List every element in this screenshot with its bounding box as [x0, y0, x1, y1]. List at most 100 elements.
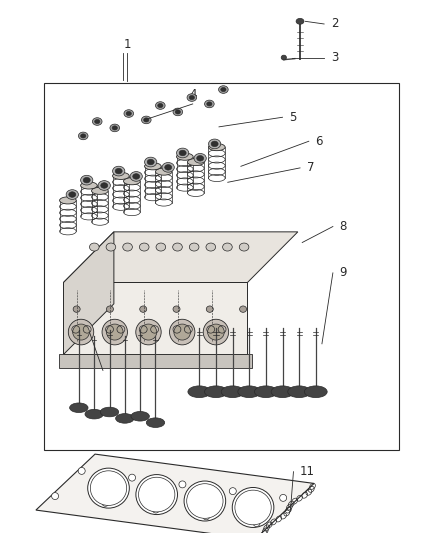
- Ellipse shape: [206, 243, 215, 251]
- Text: 2: 2: [331, 18, 338, 30]
- Ellipse shape: [239, 243, 249, 251]
- Ellipse shape: [203, 513, 210, 520]
- Text: 5: 5: [289, 111, 297, 124]
- Polygon shape: [59, 354, 252, 368]
- Ellipse shape: [208, 324, 224, 340]
- Ellipse shape: [145, 157, 157, 167]
- Text: 3: 3: [331, 51, 338, 64]
- Ellipse shape: [173, 243, 182, 251]
- Ellipse shape: [194, 154, 206, 163]
- Ellipse shape: [187, 158, 204, 166]
- Ellipse shape: [177, 153, 193, 160]
- Ellipse shape: [124, 110, 134, 117]
- Ellipse shape: [147, 159, 154, 165]
- Ellipse shape: [140, 306, 147, 312]
- Ellipse shape: [207, 102, 212, 106]
- Ellipse shape: [205, 100, 214, 108]
- Ellipse shape: [205, 386, 227, 398]
- Ellipse shape: [179, 150, 186, 156]
- Ellipse shape: [138, 477, 175, 512]
- Ellipse shape: [110, 124, 120, 132]
- Ellipse shape: [116, 414, 134, 423]
- Ellipse shape: [113, 166, 125, 176]
- Ellipse shape: [187, 484, 223, 518]
- Ellipse shape: [144, 118, 149, 122]
- Ellipse shape: [78, 467, 85, 474]
- Bar: [44, 83, 399, 450]
- Ellipse shape: [106, 324, 123, 340]
- Ellipse shape: [162, 163, 174, 172]
- Ellipse shape: [221, 386, 244, 398]
- Ellipse shape: [240, 306, 247, 312]
- Ellipse shape: [73, 306, 80, 312]
- Ellipse shape: [112, 126, 117, 130]
- Ellipse shape: [288, 386, 311, 398]
- Ellipse shape: [98, 181, 110, 190]
- Ellipse shape: [101, 183, 108, 188]
- Ellipse shape: [81, 182, 97, 189]
- Ellipse shape: [155, 168, 172, 175]
- Ellipse shape: [102, 319, 127, 345]
- Ellipse shape: [155, 102, 165, 109]
- Ellipse shape: [177, 148, 189, 158]
- Ellipse shape: [165, 165, 172, 170]
- Ellipse shape: [113, 172, 129, 180]
- Ellipse shape: [126, 111, 131, 116]
- Text: 7: 7: [307, 161, 314, 174]
- Ellipse shape: [211, 141, 218, 147]
- Ellipse shape: [156, 243, 166, 251]
- Ellipse shape: [81, 134, 86, 138]
- Ellipse shape: [146, 418, 165, 427]
- Ellipse shape: [238, 386, 261, 398]
- Ellipse shape: [254, 386, 277, 398]
- Ellipse shape: [66, 190, 78, 199]
- Ellipse shape: [203, 319, 229, 345]
- Ellipse shape: [92, 187, 108, 195]
- Polygon shape: [64, 232, 114, 354]
- Text: 6: 6: [315, 135, 323, 148]
- Polygon shape: [64, 232, 298, 282]
- Ellipse shape: [92, 118, 102, 125]
- Ellipse shape: [175, 110, 180, 114]
- Ellipse shape: [133, 174, 140, 179]
- Text: 4: 4: [189, 88, 197, 101]
- Ellipse shape: [88, 468, 129, 508]
- Polygon shape: [36, 454, 314, 533]
- Ellipse shape: [152, 506, 159, 513]
- Text: 8: 8: [339, 220, 347, 233]
- Ellipse shape: [281, 55, 286, 60]
- Ellipse shape: [170, 319, 195, 345]
- Ellipse shape: [124, 177, 140, 185]
- Ellipse shape: [230, 488, 237, 495]
- Ellipse shape: [139, 243, 149, 251]
- Text: 10: 10: [77, 327, 92, 340]
- Ellipse shape: [189, 243, 199, 251]
- Ellipse shape: [271, 386, 294, 398]
- Ellipse shape: [141, 116, 151, 124]
- Ellipse shape: [81, 175, 93, 185]
- Ellipse shape: [208, 139, 221, 149]
- Ellipse shape: [174, 324, 191, 340]
- Ellipse shape: [145, 163, 161, 170]
- Ellipse shape: [219, 86, 228, 93]
- Ellipse shape: [140, 324, 157, 340]
- Ellipse shape: [136, 474, 177, 514]
- Ellipse shape: [68, 319, 94, 345]
- Ellipse shape: [115, 168, 122, 174]
- Ellipse shape: [184, 481, 226, 521]
- Ellipse shape: [208, 143, 225, 151]
- Ellipse shape: [52, 492, 59, 499]
- Text: 11: 11: [300, 465, 315, 478]
- Ellipse shape: [173, 108, 183, 116]
- Ellipse shape: [173, 306, 180, 312]
- Ellipse shape: [106, 243, 116, 251]
- Text: 1: 1: [123, 38, 131, 51]
- Ellipse shape: [73, 324, 89, 340]
- Ellipse shape: [187, 94, 197, 101]
- Ellipse shape: [69, 192, 76, 197]
- Ellipse shape: [129, 474, 135, 481]
- Ellipse shape: [102, 499, 109, 506]
- Polygon shape: [64, 282, 247, 354]
- Ellipse shape: [221, 87, 226, 92]
- Ellipse shape: [85, 409, 103, 419]
